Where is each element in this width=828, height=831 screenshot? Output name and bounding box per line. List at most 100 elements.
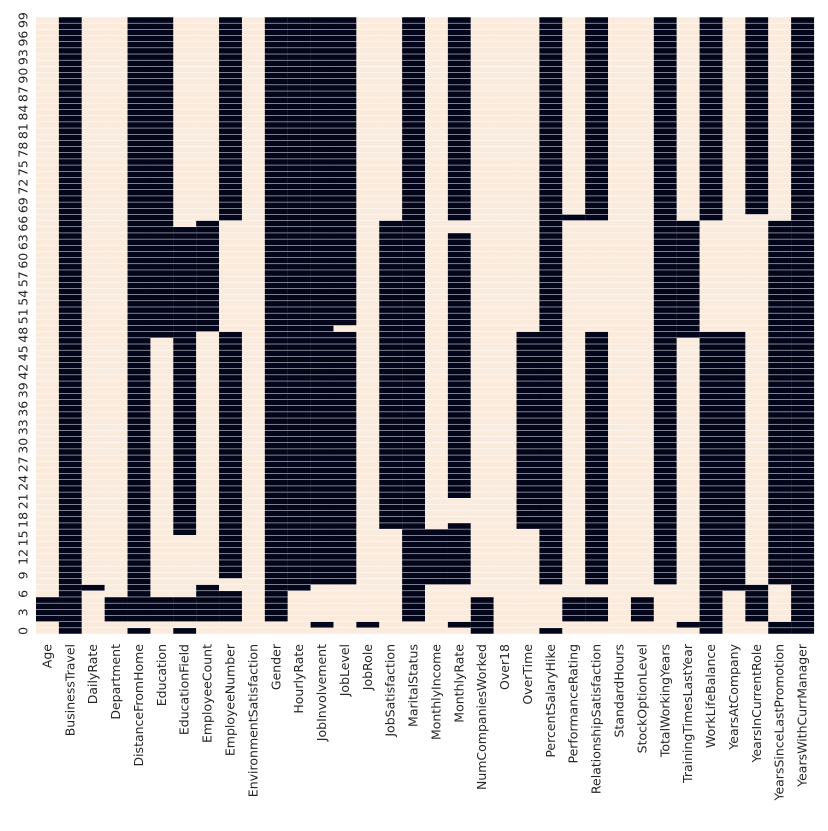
y-tick-label: 51: [16, 308, 31, 324]
heatmap-cell: [470, 331, 494, 338]
heatmap-cell: [241, 615, 265, 622]
heatmap-cell: [722, 208, 746, 215]
heatmap-cell: [173, 251, 197, 258]
heatmap-cell: [310, 449, 334, 455]
heatmap-cell: [333, 97, 357, 104]
heatmap-cell: [539, 375, 563, 381]
heatmap-cell: [310, 134, 334, 141]
heatmap-cell: [791, 560, 815, 566]
heatmap-cell: [562, 171, 586, 178]
heatmap-cell: [608, 85, 632, 91]
heatmap-cell: [676, 381, 700, 387]
heatmap-cell: [630, 233, 654, 239]
heatmap-cell: [722, 609, 746, 616]
heatmap-cell: [150, 171, 174, 178]
heatmap-cell: [333, 85, 357, 91]
heatmap-cell: [562, 424, 586, 431]
heatmap-cell: [379, 442, 403, 449]
heatmap-cell: [81, 171, 105, 178]
heatmap-cell: [356, 442, 380, 449]
heatmap-cell: [768, 591, 792, 597]
heatmap-cell: [630, 473, 654, 480]
heatmap-cell: [402, 510, 426, 517]
heatmap-cell: [470, 208, 494, 215]
x-tick-label: Over18: [497, 644, 512, 690]
heatmap-cell: [722, 48, 746, 54]
heatmap-cell: [493, 97, 517, 104]
heatmap-cell: [608, 23, 632, 30]
heatmap-cell: [196, 66, 220, 73]
heatmap-cell: [791, 29, 815, 36]
x-tick-label: Age: [39, 644, 54, 668]
heatmap-cell: [653, 208, 677, 215]
heatmap-cell: [356, 412, 380, 418]
heatmap-cell: [196, 159, 220, 165]
heatmap-cell: [425, 541, 448, 548]
heatmap-cell: [310, 362, 334, 369]
heatmap-cell: [539, 115, 563, 122]
heatmap-cell: [310, 381, 334, 387]
heatmap-cell: [653, 566, 677, 573]
heatmap-cell: [219, 584, 243, 591]
heatmap-cell: [425, 597, 448, 603]
heatmap-cell: [447, 72, 471, 79]
heatmap-cell: [104, 29, 128, 36]
heatmap-cell: [745, 307, 769, 313]
heatmap-cell: [264, 554, 288, 560]
heatmap-cell: [630, 208, 654, 215]
heatmap-cell: [676, 541, 700, 548]
heatmap-cell: [791, 17, 815, 23]
heatmap-cell: [173, 35, 197, 42]
heatmap-cell: [722, 356, 746, 363]
heatmap-cell: [516, 72, 540, 79]
heatmap-cell: [676, 344, 700, 350]
heatmap-cell: [539, 338, 563, 344]
heatmap-cell: [745, 597, 769, 603]
heatmap-cell: [447, 196, 471, 202]
heatmap-cell: [608, 418, 632, 424]
heatmap-cell: [241, 603, 265, 610]
heatmap-cell: [150, 393, 174, 400]
heatmap-cell: [676, 319, 700, 326]
heatmap-cell: [264, 430, 288, 437]
heatmap-cell: [333, 146, 357, 153]
heatmap-cell: [699, 591, 723, 597]
heatmap-cell: [379, 405, 403, 412]
heatmap-cell: [264, 140, 288, 147]
heatmap-cell: [791, 455, 815, 461]
heatmap-cell: [104, 190, 128, 196]
heatmap-cell: [470, 554, 494, 560]
heatmap-cell: [196, 35, 220, 42]
heatmap-cell: [104, 498, 128, 505]
heatmap-cell: [447, 517, 471, 523]
heatmap-cell: [539, 541, 563, 548]
heatmap-cell: [768, 202, 792, 209]
heatmap-cell: [585, 239, 609, 246]
heatmap-cell: [425, 591, 448, 597]
heatmap-cell: [562, 418, 586, 424]
heatmap-cell: [425, 405, 448, 412]
heatmap-cell: [379, 486, 403, 492]
heatmap-cell: [356, 529, 380, 536]
heatmap-cell: [402, 424, 426, 431]
heatmap-cell: [104, 152, 128, 159]
heatmap-cell: [425, 535, 448, 542]
heatmap-cell: [287, 202, 311, 209]
heatmap-cell: [608, 196, 632, 202]
heatmap-cell: [173, 134, 197, 141]
heatmap-cell: [287, 430, 311, 437]
heatmap-cell: [104, 301, 128, 307]
heatmap-cell: [379, 159, 403, 165]
heatmap-cell: [241, 227, 265, 233]
heatmap-cell: [745, 239, 769, 246]
heatmap-cell: [196, 381, 220, 387]
heatmap-cell: [333, 140, 357, 147]
heatmap-cell: [264, 319, 288, 326]
heatmap-cell: [722, 97, 746, 104]
heatmap-cell: [516, 424, 540, 431]
heatmap-cell: [768, 239, 792, 246]
heatmap-cell: [699, 202, 723, 209]
heatmap-cell: [36, 239, 59, 246]
heatmap-cell: [356, 591, 380, 597]
heatmap-cell: [58, 331, 82, 338]
